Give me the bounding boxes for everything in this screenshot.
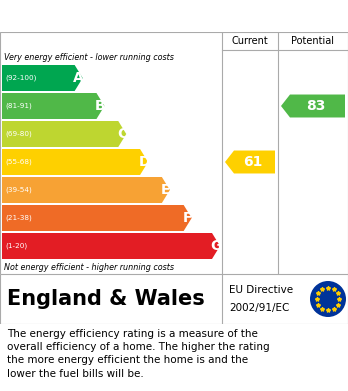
Text: B: B <box>95 99 106 113</box>
Text: (81-91): (81-91) <box>5 103 32 109</box>
Text: 61: 61 <box>243 155 262 169</box>
Polygon shape <box>2 233 220 259</box>
Text: (92-100): (92-100) <box>5 75 37 81</box>
Text: The energy efficiency rating is a measure of the
overall efficiency of a home. T: The energy efficiency rating is a measur… <box>7 329 270 378</box>
Text: EU Directive: EU Directive <box>229 285 293 295</box>
Polygon shape <box>2 177 170 203</box>
Polygon shape <box>2 93 104 119</box>
Text: (1-20): (1-20) <box>5 243 27 249</box>
Text: Potential: Potential <box>292 36 334 46</box>
Text: Current: Current <box>232 36 268 46</box>
Text: Energy Efficiency Rating: Energy Efficiency Rating <box>8 9 218 23</box>
Text: (39-54): (39-54) <box>5 187 32 193</box>
Polygon shape <box>2 65 83 91</box>
Text: Not energy efficient - higher running costs: Not energy efficient - higher running co… <box>4 262 174 271</box>
Text: 83: 83 <box>306 99 325 113</box>
Polygon shape <box>2 121 126 147</box>
Text: (55-68): (55-68) <box>5 159 32 165</box>
Text: G: G <box>210 239 222 253</box>
Text: E: E <box>161 183 171 197</box>
Text: D: D <box>138 155 150 169</box>
Text: (21-38): (21-38) <box>5 215 32 221</box>
Text: Very energy efficient - lower running costs: Very energy efficient - lower running co… <box>4 52 174 61</box>
Circle shape <box>310 281 346 317</box>
Text: 2002/91/EC: 2002/91/EC <box>229 303 290 313</box>
Polygon shape <box>2 149 148 175</box>
Text: England & Wales: England & Wales <box>7 289 205 309</box>
Text: A: A <box>73 71 84 85</box>
Text: F: F <box>183 211 192 225</box>
Text: (69-80): (69-80) <box>5 131 32 137</box>
Polygon shape <box>2 205 192 231</box>
Text: C: C <box>117 127 127 141</box>
Polygon shape <box>281 95 345 117</box>
Polygon shape <box>225 151 275 174</box>
